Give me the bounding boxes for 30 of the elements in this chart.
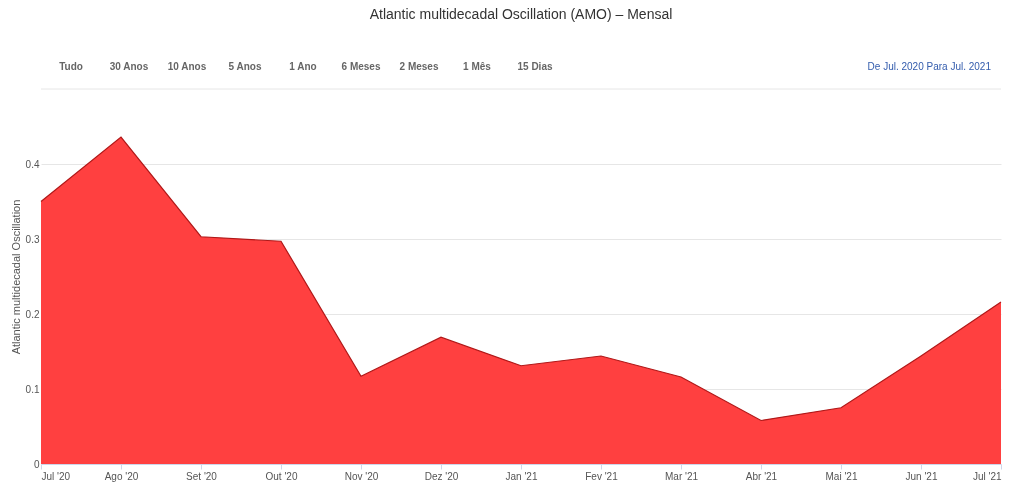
chart-title: Atlantic multidecadal Oscillation (AMO) – Mensal (369, 6, 673, 22)
x-tick-label: Fev '21 (585, 470, 619, 482)
text: 30 Anos (109, 61, 149, 72)
text: 2 Meses (399, 61, 439, 72)
y-tick-label: 0.4 (25, 158, 40, 170)
x-tick-label: Out '20 (265, 470, 298, 482)
text: 1 Ano (289, 61, 317, 72)
x-tick-label: Jul '21 (972, 470, 1002, 482)
x-tick-label: Mar '21 (664, 470, 699, 482)
y-axis-title: Atlantic multidecadal Oscillation (9, 199, 22, 355)
x-tick-label: Jul '20 (41, 470, 71, 482)
x-tick-label: Ago '20 (104, 470, 139, 482)
text: 1 Mês (463, 61, 492, 72)
y-tick-label: 0 (33, 458, 40, 470)
x-tick-label: Set '20 (186, 470, 218, 482)
text: 6 Meses (341, 61, 381, 72)
text: De Jul. 2020 Para Jul. 2021 (867, 61, 992, 72)
text: Tudo (59, 61, 83, 72)
y-tick-label: 0.3 (25, 233, 40, 245)
y-tick-label: 0.1 (25, 383, 40, 395)
text: 5 Anos (228, 61, 262, 72)
x-tick-label: Jun '21 (905, 470, 938, 482)
x-tick-label: Dez '20 (424, 470, 459, 482)
y-tick-label: 0.2 (25, 308, 40, 320)
x-tick-label: Abr '21 (745, 470, 778, 482)
text: 15 Dias (517, 61, 553, 72)
x-tick-label: Nov '20 (344, 470, 379, 482)
text: 10 Anos (167, 61, 207, 72)
x-tick-label: Mai '21 (825, 470, 858, 482)
x-tick-label: Jan '21 (505, 470, 538, 482)
